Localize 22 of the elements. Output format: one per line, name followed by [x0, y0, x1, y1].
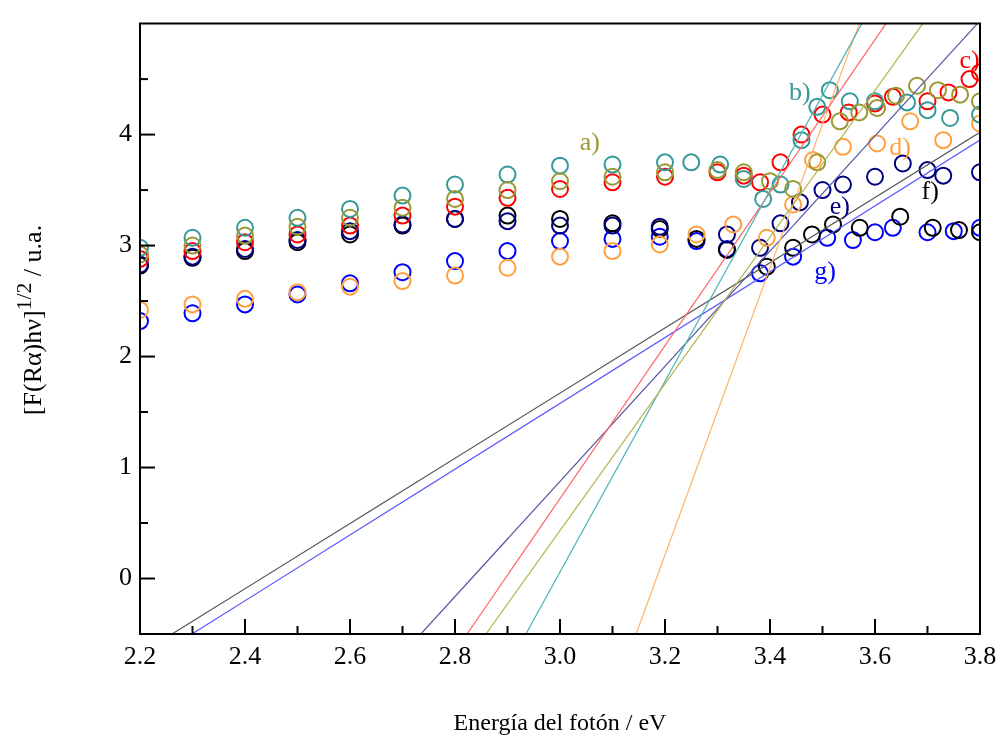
series-label: b) — [789, 77, 811, 107]
x-tick-label: 3.6 — [858, 641, 892, 671]
series-label: a) — [579, 127, 601, 157]
series-label: g) — [814, 256, 836, 286]
x-tick-label: 3.8 — [963, 641, 997, 671]
x-tick-label: 3.4 — [753, 641, 787, 671]
y-tick-label: 3 — [119, 229, 132, 259]
series-label: f) — [921, 176, 939, 206]
y-tick-label: 1 — [119, 451, 132, 481]
y-tick-label: 2 — [119, 340, 132, 370]
series-label: d) — [889, 131, 912, 161]
y-tick-label: 0 — [119, 562, 132, 592]
x-tick-label: 2.2 — [123, 641, 157, 671]
series-label: e) — [829, 190, 850, 220]
x-tick-label: 2.6 — [333, 641, 367, 671]
x-tick-label: 3.0 — [543, 641, 577, 671]
x-axis-title: Energía del fotón / eV — [453, 708, 668, 735]
x-tick-label: 2.8 — [438, 641, 472, 671]
x-tick-label: 2.4 — [228, 641, 262, 671]
y-tick-label: 4 — [119, 118, 132, 148]
series-label: c) — [959, 45, 980, 75]
x-tick-label: 3.2 — [648, 641, 682, 671]
